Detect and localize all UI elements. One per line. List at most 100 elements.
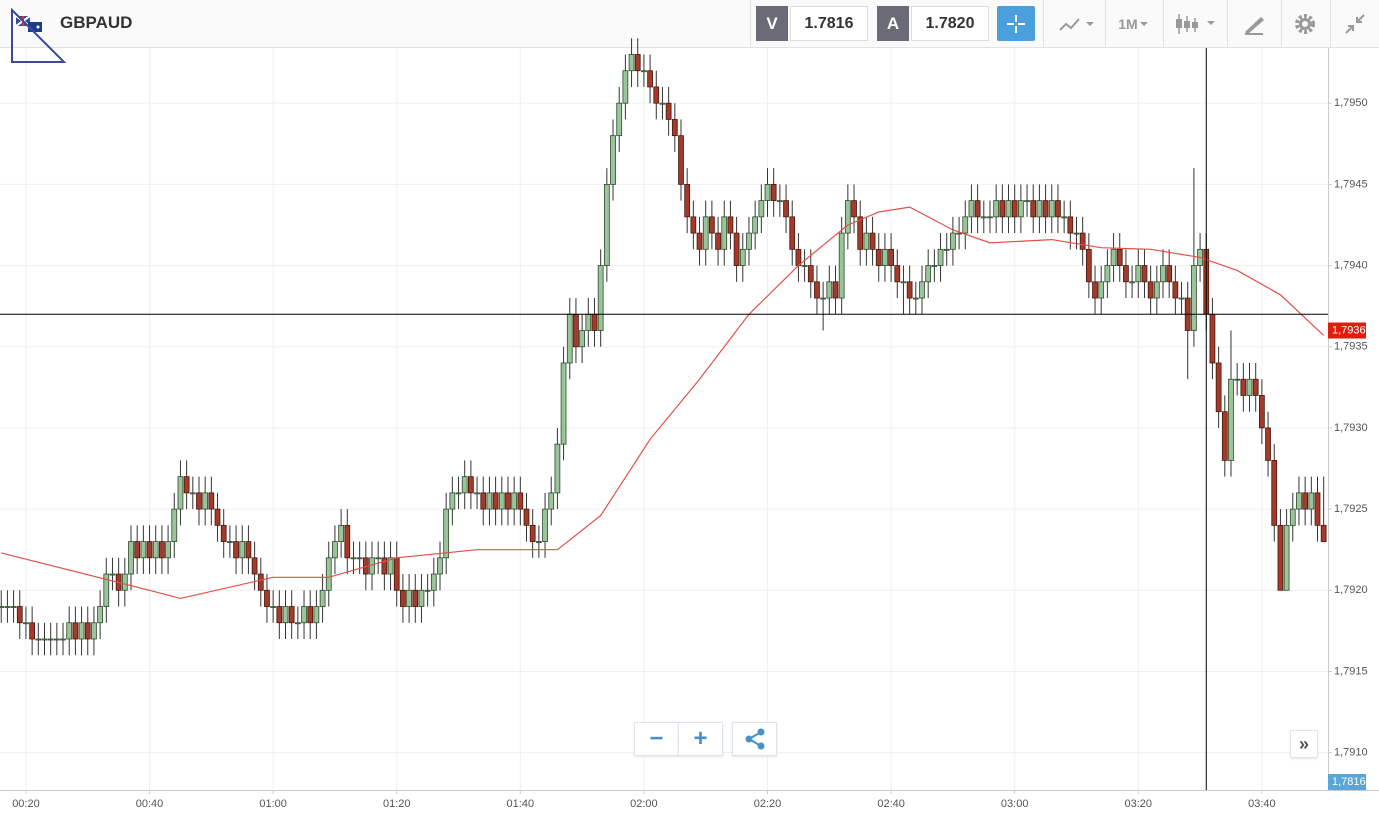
candle-body — [208, 492, 215, 510]
candle-body — [1067, 216, 1074, 234]
sell-price[interactable]: 1.7816 — [790, 6, 868, 41]
candle-body — [400, 589, 406, 607]
candle-body — [177, 476, 184, 510]
separator — [1227, 0, 1228, 47]
candle-body — [770, 183, 777, 202]
x-tick-label: 00:40 — [136, 798, 164, 810]
draw-button[interactable] — [1234, 6, 1274, 41]
candle-body — [764, 183, 771, 202]
bid-tag-label: 1,7816 — [1332, 776, 1366, 788]
candle-body — [980, 216, 987, 219]
candle-body — [16, 606, 23, 624]
y-tick-label: 1,7950 — [1334, 97, 1368, 109]
candle-body — [987, 216, 993, 219]
candle-body — [109, 573, 116, 576]
candle-body — [78, 622, 85, 640]
candle-body — [375, 557, 382, 560]
indicators-button[interactable] — [1053, 6, 1099, 41]
candle-body — [591, 313, 598, 331]
timeframe-button[interactable]: 1M — [1110, 6, 1158, 41]
candle-body — [29, 622, 36, 640]
candle-body — [418, 589, 425, 607]
candle-body — [430, 573, 437, 591]
separator — [1043, 0, 1044, 47]
candle-body — [807, 265, 814, 283]
candle-body — [1277, 524, 1284, 591]
candle-body — [882, 248, 888, 266]
candle-body — [245, 541, 252, 559]
candle-body — [647, 70, 653, 88]
candle-body — [1024, 200, 1030, 203]
candle-body — [1129, 281, 1135, 284]
y-tick-label: 1,7930 — [1334, 422, 1368, 434]
candle-body — [276, 606, 283, 624]
x-tick-label: 03:40 — [1248, 798, 1276, 810]
candle-body — [1042, 200, 1049, 218]
buy-price[interactable]: 1.7820 — [911, 6, 989, 41]
candle-body — [1160, 265, 1166, 283]
candle-body — [1011, 200, 1018, 218]
candle-body — [1098, 281, 1105, 299]
candle-body — [671, 119, 678, 137]
candle-body — [758, 200, 765, 218]
candle-body — [746, 232, 752, 250]
x-tick-label: 00:20 — [12, 798, 40, 810]
candle-body — [313, 606, 320, 624]
candle-body — [165, 541, 171, 559]
candle-body — [795, 248, 802, 266]
candle-body — [1048, 200, 1055, 218]
candle-body — [189, 492, 196, 495]
candle-body — [826, 281, 833, 299]
candle-body — [1178, 297, 1185, 300]
candle-body — [1079, 232, 1086, 250]
candle-body — [1147, 281, 1154, 299]
indicators-icon — [1059, 17, 1094, 31]
candle-body — [424, 589, 431, 592]
separator — [1281, 0, 1282, 47]
candle-body — [128, 541, 134, 575]
collapse-button[interactable] — [1335, 6, 1375, 41]
candle-body — [511, 492, 518, 510]
settings-button[interactable] — [1285, 6, 1325, 41]
zoom-in-button[interactable]: + — [678, 722, 723, 756]
candle-body — [776, 200, 783, 203]
separator — [1330, 0, 1331, 47]
timeframe: 1M — [1118, 15, 1138, 32]
candle-body — [721, 216, 728, 250]
candle-body — [41, 638, 48, 641]
candle-body — [566, 313, 573, 364]
candle-body — [912, 297, 919, 300]
candle-body — [579, 330, 585, 348]
candle-body — [412, 589, 419, 607]
share-button[interactable] — [732, 722, 777, 756]
candle-body — [220, 524, 227, 542]
crosshair-button[interactable] — [997, 6, 1035, 41]
zoom-out-button[interactable]: − — [634, 722, 679, 756]
candle-body — [350, 557, 357, 560]
candle-body — [264, 589, 270, 607]
moving-average — [1, 206, 1325, 600]
symbol: GBPAUD — [60, 13, 133, 32]
candle-body — [1259, 395, 1265, 429]
candle-body — [288, 606, 295, 624]
y-tick-label: 1,7910 — [1334, 747, 1368, 759]
candle-body — [498, 492, 505, 510]
scroll-right-button[interactable]: » — [1290, 730, 1318, 758]
candle-body — [925, 265, 932, 283]
chart-type-button[interactable] — [1170, 6, 1222, 41]
candle-body — [47, 638, 54, 641]
candle-body — [455, 492, 462, 495]
candle-body — [554, 443, 561, 494]
candle-body — [1271, 460, 1278, 526]
candle-body — [0, 606, 5, 608]
buy-label[interactable]: A — [877, 6, 909, 41]
candle-body — [641, 70, 647, 73]
candle-body — [628, 54, 635, 72]
candle-body — [838, 232, 845, 299]
candle-body — [406, 589, 412, 607]
candle-body — [1240, 378, 1247, 396]
candle-body — [573, 313, 579, 348]
candle-body — [684, 183, 691, 218]
collapse-icon — [1345, 13, 1365, 34]
sell-label[interactable]: V — [756, 6, 788, 41]
